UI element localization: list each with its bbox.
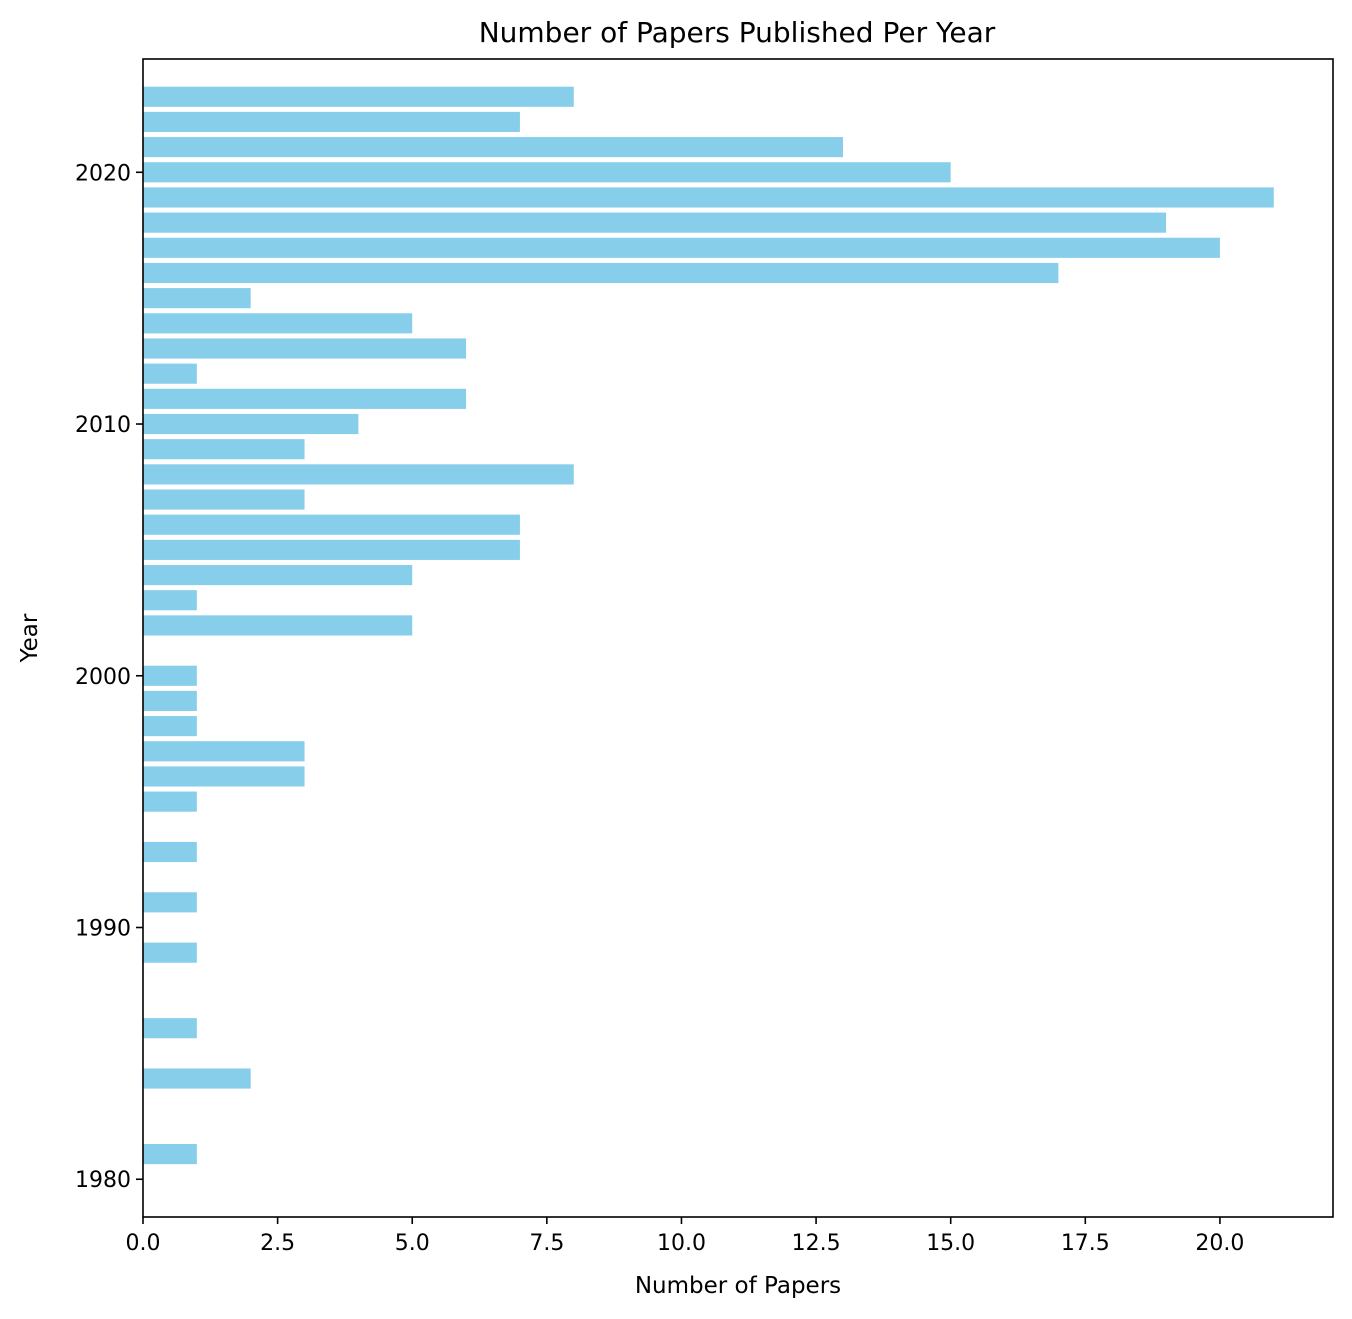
bar-2021 bbox=[143, 137, 843, 158]
y-tick-label: 2000 bbox=[75, 665, 131, 690]
x-tick-label: 20.0 bbox=[1195, 1231, 1244, 1256]
bar-1997 bbox=[143, 741, 305, 762]
y-tick-label: 1990 bbox=[75, 917, 131, 942]
bar-2015 bbox=[143, 288, 251, 309]
x-tick-label: 15.0 bbox=[926, 1231, 975, 1256]
bars-group bbox=[143, 86, 1274, 1165]
bar-2009 bbox=[143, 439, 305, 460]
bar-2020 bbox=[143, 162, 951, 183]
bar-2022 bbox=[143, 111, 520, 133]
bar-2008 bbox=[143, 464, 574, 485]
chart-title: Number of Papers Published Per Year bbox=[479, 16, 996, 49]
y-tick-label: 2010 bbox=[75, 413, 131, 438]
bar-1996 bbox=[143, 766, 305, 787]
bar-2005 bbox=[143, 539, 520, 560]
bar-2000 bbox=[143, 665, 197, 686]
plot-frame bbox=[142, 58, 1334, 1218]
y-axis-ticks: 1980 1990 2000 2010 2020 bbox=[75, 161, 143, 1193]
x-tick-label: 10.0 bbox=[657, 1231, 706, 1256]
y-axis-label: Year bbox=[17, 613, 43, 663]
bar-1984 bbox=[143, 1068, 251, 1089]
bar-2013 bbox=[143, 338, 467, 359]
bar-1986 bbox=[143, 1018, 197, 1039]
bar-2018 bbox=[143, 212, 1167, 233]
x-tick-label: 12.5 bbox=[792, 1231, 841, 1256]
bar-2012 bbox=[143, 363, 197, 384]
bar-2014 bbox=[143, 313, 413, 334]
x-tick-label: 7.5 bbox=[529, 1231, 564, 1256]
bar-2011 bbox=[143, 388, 467, 409]
x-tick-label: 0.0 bbox=[126, 1231, 161, 1256]
bar-1995 bbox=[143, 791, 197, 812]
bar-2023 bbox=[143, 86, 574, 107]
x-axis-label: Number of Papers bbox=[635, 1273, 841, 1299]
y-tick-label: 1980 bbox=[75, 1168, 131, 1193]
bar-2002 bbox=[143, 615, 413, 636]
bar-2004 bbox=[143, 564, 413, 586]
bar-2006 bbox=[143, 514, 520, 535]
x-tick-label: 2.5 bbox=[260, 1231, 295, 1256]
bar-2016 bbox=[143, 262, 1059, 284]
bar-1981 bbox=[143, 1143, 197, 1165]
bar-2007 bbox=[143, 489, 305, 510]
x-tick-label: 5.0 bbox=[395, 1231, 430, 1256]
bar-2003 bbox=[143, 590, 197, 611]
bar-2019 bbox=[143, 187, 1274, 208]
bar-1999 bbox=[143, 690, 197, 712]
bar-2017 bbox=[143, 237, 1220, 258]
y-tick-label: 2020 bbox=[75, 161, 131, 186]
bar-1991 bbox=[143, 892, 197, 913]
bar-1993 bbox=[143, 841, 197, 863]
bar-1998 bbox=[143, 716, 197, 737]
x-tick-label: 17.5 bbox=[1061, 1231, 1110, 1256]
bar-2010 bbox=[143, 413, 359, 435]
x-axis-ticks: 0.0 2.5 5.0 7.5 10.0 12.5 15.0 17.5 20.0 bbox=[126, 1217, 1244, 1256]
bar-1989 bbox=[143, 942, 197, 963]
